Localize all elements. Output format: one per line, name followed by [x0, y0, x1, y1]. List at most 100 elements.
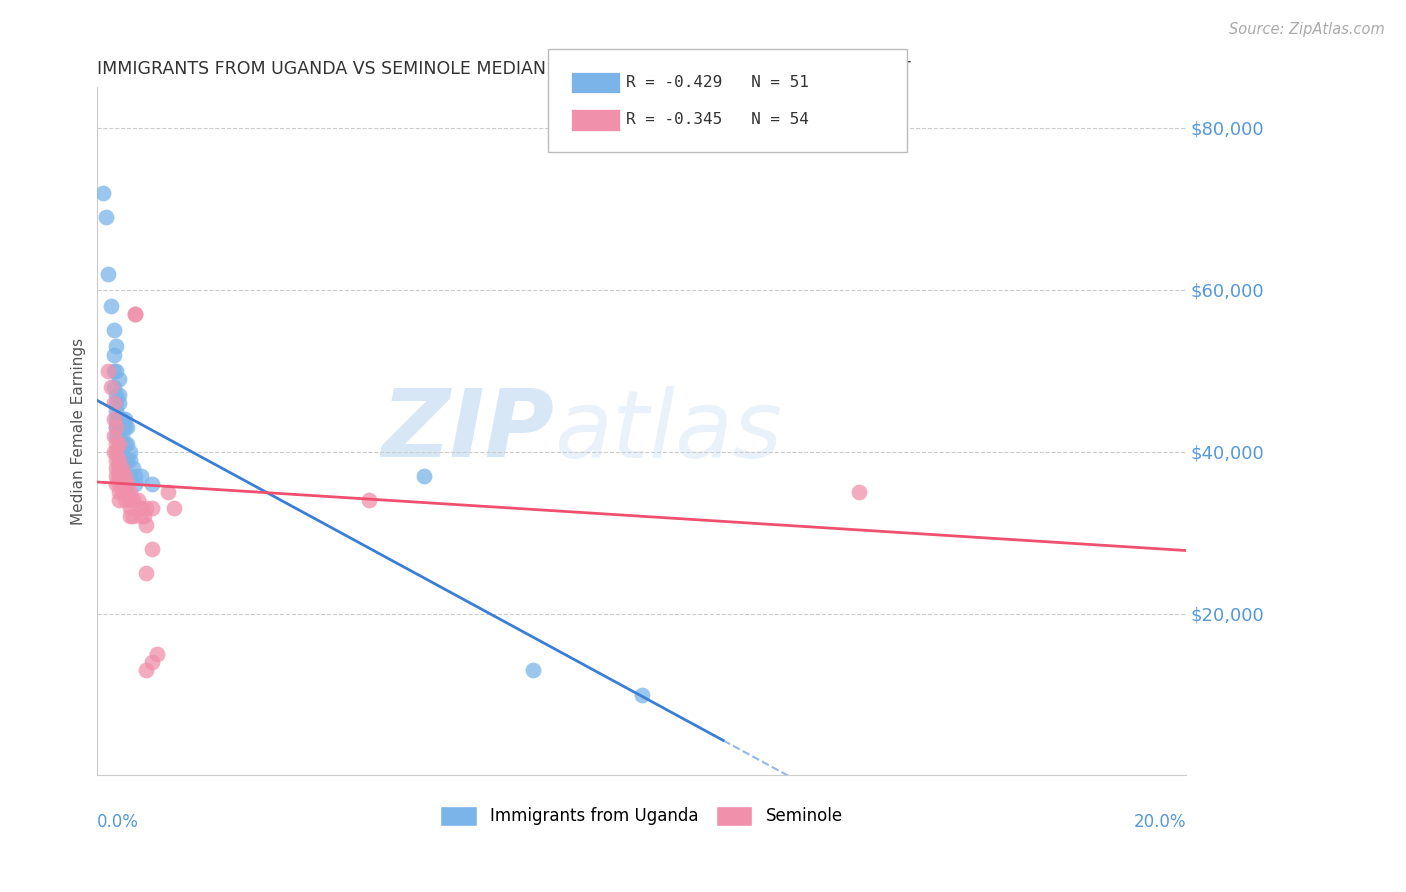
- Point: [129, 509, 152, 524]
- Point: [108, 444, 131, 458]
- Point: [117, 452, 139, 467]
- Point: [114, 452, 136, 467]
- Point: [114, 485, 136, 500]
- Point: [103, 323, 125, 337]
- Point: [129, 469, 152, 483]
- Point: [111, 477, 134, 491]
- Point: [114, 493, 136, 508]
- Point: [117, 485, 139, 500]
- Point: [135, 566, 157, 581]
- Point: [111, 452, 134, 467]
- Point: [132, 509, 155, 524]
- Text: atlas: atlas: [554, 386, 783, 477]
- Point: [108, 461, 131, 475]
- Point: [108, 372, 131, 386]
- Point: [129, 501, 152, 516]
- Point: [105, 396, 128, 410]
- Point: [135, 517, 157, 532]
- Text: ZIP: ZIP: [381, 385, 554, 477]
- Point: [105, 452, 128, 467]
- Point: [100, 380, 122, 394]
- Point: [114, 469, 136, 483]
- Text: R = -0.429   N = 51: R = -0.429 N = 51: [626, 75, 808, 90]
- Point: [105, 461, 128, 475]
- Point: [108, 420, 131, 434]
- Point: [848, 485, 870, 500]
- Point: [146, 647, 169, 661]
- Point: [522, 663, 544, 677]
- Point: [111, 428, 134, 442]
- Point: [108, 436, 131, 450]
- Point: [124, 307, 146, 321]
- Point: [118, 485, 141, 500]
- Point: [141, 477, 163, 491]
- Point: [111, 469, 134, 483]
- Point: [121, 493, 143, 508]
- Point: [94, 210, 117, 224]
- Point: [127, 493, 149, 508]
- Point: [111, 420, 134, 434]
- Point: [117, 420, 139, 434]
- Y-axis label: Median Female Earnings: Median Female Earnings: [72, 338, 86, 525]
- Point: [103, 348, 125, 362]
- Point: [108, 469, 131, 483]
- Text: R = -0.345   N = 54: R = -0.345 N = 54: [626, 112, 808, 128]
- Point: [108, 436, 131, 450]
- Point: [105, 412, 128, 426]
- Point: [141, 655, 163, 669]
- Point: [105, 339, 128, 353]
- Point: [108, 412, 131, 426]
- Point: [121, 461, 143, 475]
- Point: [162, 501, 184, 516]
- Point: [103, 444, 125, 458]
- Point: [117, 477, 139, 491]
- Point: [108, 493, 131, 508]
- Point: [103, 412, 125, 426]
- Point: [630, 688, 652, 702]
- Point: [108, 388, 131, 402]
- Point: [108, 428, 131, 442]
- Point: [105, 477, 128, 491]
- Point: [114, 477, 136, 491]
- Point: [114, 412, 136, 426]
- Point: [105, 404, 128, 418]
- Point: [111, 461, 134, 475]
- Point: [412, 469, 434, 483]
- Point: [124, 469, 146, 483]
- Point: [118, 469, 141, 483]
- Point: [103, 380, 125, 394]
- Legend: Immigrants from Uganda, Seminole: Immigrants from Uganda, Seminole: [434, 799, 849, 832]
- Point: [108, 477, 131, 491]
- Point: [108, 461, 131, 475]
- Point: [118, 509, 141, 524]
- Point: [111, 485, 134, 500]
- Point: [105, 436, 128, 450]
- Point: [91, 186, 114, 200]
- Point: [135, 501, 157, 516]
- Point: [97, 364, 120, 378]
- Point: [108, 485, 131, 500]
- Point: [105, 420, 128, 434]
- Point: [103, 428, 125, 442]
- Point: [111, 412, 134, 426]
- Text: Source: ZipAtlas.com: Source: ZipAtlas.com: [1229, 22, 1385, 37]
- Point: [108, 452, 131, 467]
- Point: [141, 501, 163, 516]
- Point: [117, 436, 139, 450]
- Point: [100, 299, 122, 313]
- Point: [114, 436, 136, 450]
- Point: [135, 663, 157, 677]
- Point: [105, 420, 128, 434]
- Point: [121, 509, 143, 524]
- Point: [105, 364, 128, 378]
- Text: IMMIGRANTS FROM UGANDA VS SEMINOLE MEDIAN FEMALE EARNINGS CORRELATION CHART: IMMIGRANTS FROM UGANDA VS SEMINOLE MEDIA…: [97, 60, 911, 78]
- Point: [105, 469, 128, 483]
- Point: [157, 485, 180, 500]
- Point: [103, 364, 125, 378]
- Point: [111, 444, 134, 458]
- Point: [118, 452, 141, 467]
- Point: [108, 396, 131, 410]
- Point: [118, 493, 141, 508]
- Point: [114, 420, 136, 434]
- Point: [141, 541, 163, 556]
